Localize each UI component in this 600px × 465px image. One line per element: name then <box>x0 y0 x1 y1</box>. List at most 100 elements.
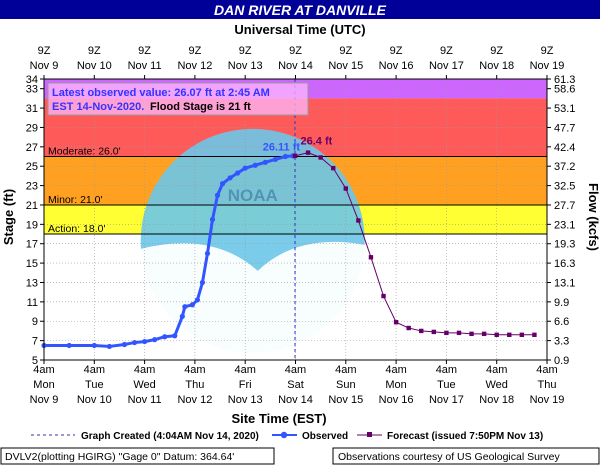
observed-point-15 <box>204 250 211 257</box>
x-top-time-label-9: 9Z <box>490 45 503 57</box>
y-right-tick-label-7: 23.1 <box>554 219 575 231</box>
x-dow-label-9: Wed <box>485 379 507 391</box>
x-date-label-10: Nov 19 <box>530 394 565 406</box>
x-top-date-label-8: Nov 17 <box>429 60 464 72</box>
y-tick-label-14: 33 <box>26 84 38 96</box>
y-right-tick-label-12: 47.7 <box>554 122 575 134</box>
x-dow-label-8: Tue <box>437 379 456 391</box>
x-time-label-5: 4am <box>285 364 306 376</box>
observed-point-6 <box>142 338 148 345</box>
x-date-label-1: Nov 10 <box>77 394 112 406</box>
x-date-label-3: Nov 12 <box>177 394 212 406</box>
y-right-tick-label-11: 42.4 <box>554 142 575 154</box>
legend-forecast-label: Forecast (issued 7:50PM Nov 13) <box>387 431 543 442</box>
noaa-logo-watermark: NOAA <box>140 128 365 359</box>
x-date-label-2: Nov 11 <box>128 394 162 406</box>
forecast-point-2 <box>318 155 323 160</box>
x-top-time-label-8: 9Z <box>440 45 453 57</box>
gauge-info-text: DVLV2(plotting HGIRG) "Gage 0" Datum: 36… <box>5 451 234 463</box>
x-top-time-label-2: 9Z <box>138 45 151 57</box>
y-tick-label-8: 21 <box>26 200 38 212</box>
x-date-label-0: Nov 9 <box>30 394 59 406</box>
forecast-point-13 <box>456 330 462 336</box>
observed-point-9 <box>172 333 178 339</box>
observed-point-18 <box>219 181 226 187</box>
x-top-time-label-3: 9Z <box>188 45 201 57</box>
forecast-point-3 <box>331 165 336 171</box>
x-time-label-0: 4am <box>33 364 54 376</box>
x-top-time-label-5: 9Z <box>289 45 302 57</box>
y-right-tick-label-14: 58.6 <box>554 84 575 96</box>
x-time-label-1: 4am <box>84 364 105 376</box>
noaa-logo-bird <box>140 241 365 359</box>
y-right-tick-label-13: 53.1 <box>554 103 575 115</box>
observed-point-4 <box>121 341 128 348</box>
x-time-label-8: 4am <box>436 364 457 376</box>
x-top-date-label-7: Nov 16 <box>379 60 414 72</box>
forecast-point-10 <box>419 328 424 334</box>
latest-value-line1: Latest observed value: 26.07 ft at 2:45 … <box>52 87 270 99</box>
y-right-tick-label-10: 37.2 <box>554 161 575 173</box>
forecast-point-12 <box>444 330 449 336</box>
forecast-point-15 <box>481 331 487 337</box>
y-tick-label-10: 25 <box>26 161 38 173</box>
forecast-point-7 <box>381 293 386 299</box>
x-dow-label-5: Sat <box>287 379 304 391</box>
x-date-label-6: Nov 15 <box>328 394 363 406</box>
y-right-tick-label-5: 16.3 <box>554 258 575 270</box>
observed-point-23 <box>262 159 268 165</box>
x-date-label-4: Nov 13 <box>228 394 263 406</box>
observed-point-19 <box>227 175 233 181</box>
x-time-label-10: 4am <box>536 364 557 376</box>
x-top-date-label-9: Nov 18 <box>479 60 514 72</box>
x-top-time-label-10: 9Z <box>541 45 554 57</box>
forecast-point-9 <box>406 325 411 331</box>
forecast-point-19 <box>532 332 537 338</box>
observed-point-20 <box>235 170 241 176</box>
noaa-logo-text: NOAA <box>228 186 278 205</box>
x-dow-label-4: Fri <box>239 379 252 391</box>
observed-point-21 <box>242 165 248 171</box>
forecast-point-17 <box>507 332 512 338</box>
y-tick-label-3: 11 <box>27 297 38 309</box>
x-time-label-7: 4am <box>385 364 406 376</box>
x-date-label-9: Nov 18 <box>479 394 514 406</box>
y-right-tick-label-2: 6.6 <box>554 316 569 328</box>
credit-text: Observations courtesy of US Geological S… <box>338 451 561 463</box>
latest-value-line2: EST 14-Nov-2020. <box>52 101 144 113</box>
y-right-tick-label-4: 13.1 <box>554 277 575 289</box>
title-bar <box>0 0 600 19</box>
series-points <box>41 150 537 350</box>
latest-value-box <box>47 82 309 116</box>
forecast-peak-label: 26.4 ft <box>301 136 333 148</box>
y-tick-label-5: 15 <box>26 258 38 270</box>
forecast-point-8 <box>393 320 399 325</box>
observed-point-12 <box>189 302 195 308</box>
y-tick-label-15: 34 <box>26 74 38 86</box>
forecast-point-11 <box>431 329 437 335</box>
y-tick-label-11: 27 <box>26 142 38 154</box>
forecast-point-1 <box>305 150 311 155</box>
observed-point-11 <box>182 304 188 310</box>
axes <box>40 75 551 364</box>
observed-peak-label: 26.11 ft <box>263 141 301 153</box>
x-top-time-label-6: 9Z <box>339 45 352 57</box>
observed-point-22 <box>252 162 258 168</box>
y-tick-label-0: 5 <box>32 355 38 367</box>
y-tick-label-9: 23 <box>26 181 38 193</box>
observed-point-10 <box>179 313 185 319</box>
bottom-axis-title: Site Time (EST) <box>231 411 326 426</box>
y-right-tick-label-8: 27.7 <box>554 200 575 212</box>
x-top-time-label-0: 9Z <box>38 45 51 57</box>
observed-point-1 <box>66 342 72 349</box>
legend-forecast-marker <box>367 432 372 437</box>
x-top-date-label-1: Nov 10 <box>77 60 112 72</box>
forecast-point-5 <box>356 218 361 223</box>
forecast-point-4 <box>343 186 348 191</box>
x-top-time-label-1: 9Z <box>88 45 101 57</box>
observed-point-25 <box>282 153 289 160</box>
y-right-tick-label-9: 32.5 <box>554 181 575 193</box>
x-top-date-label-0: Nov 9 <box>30 60 59 72</box>
